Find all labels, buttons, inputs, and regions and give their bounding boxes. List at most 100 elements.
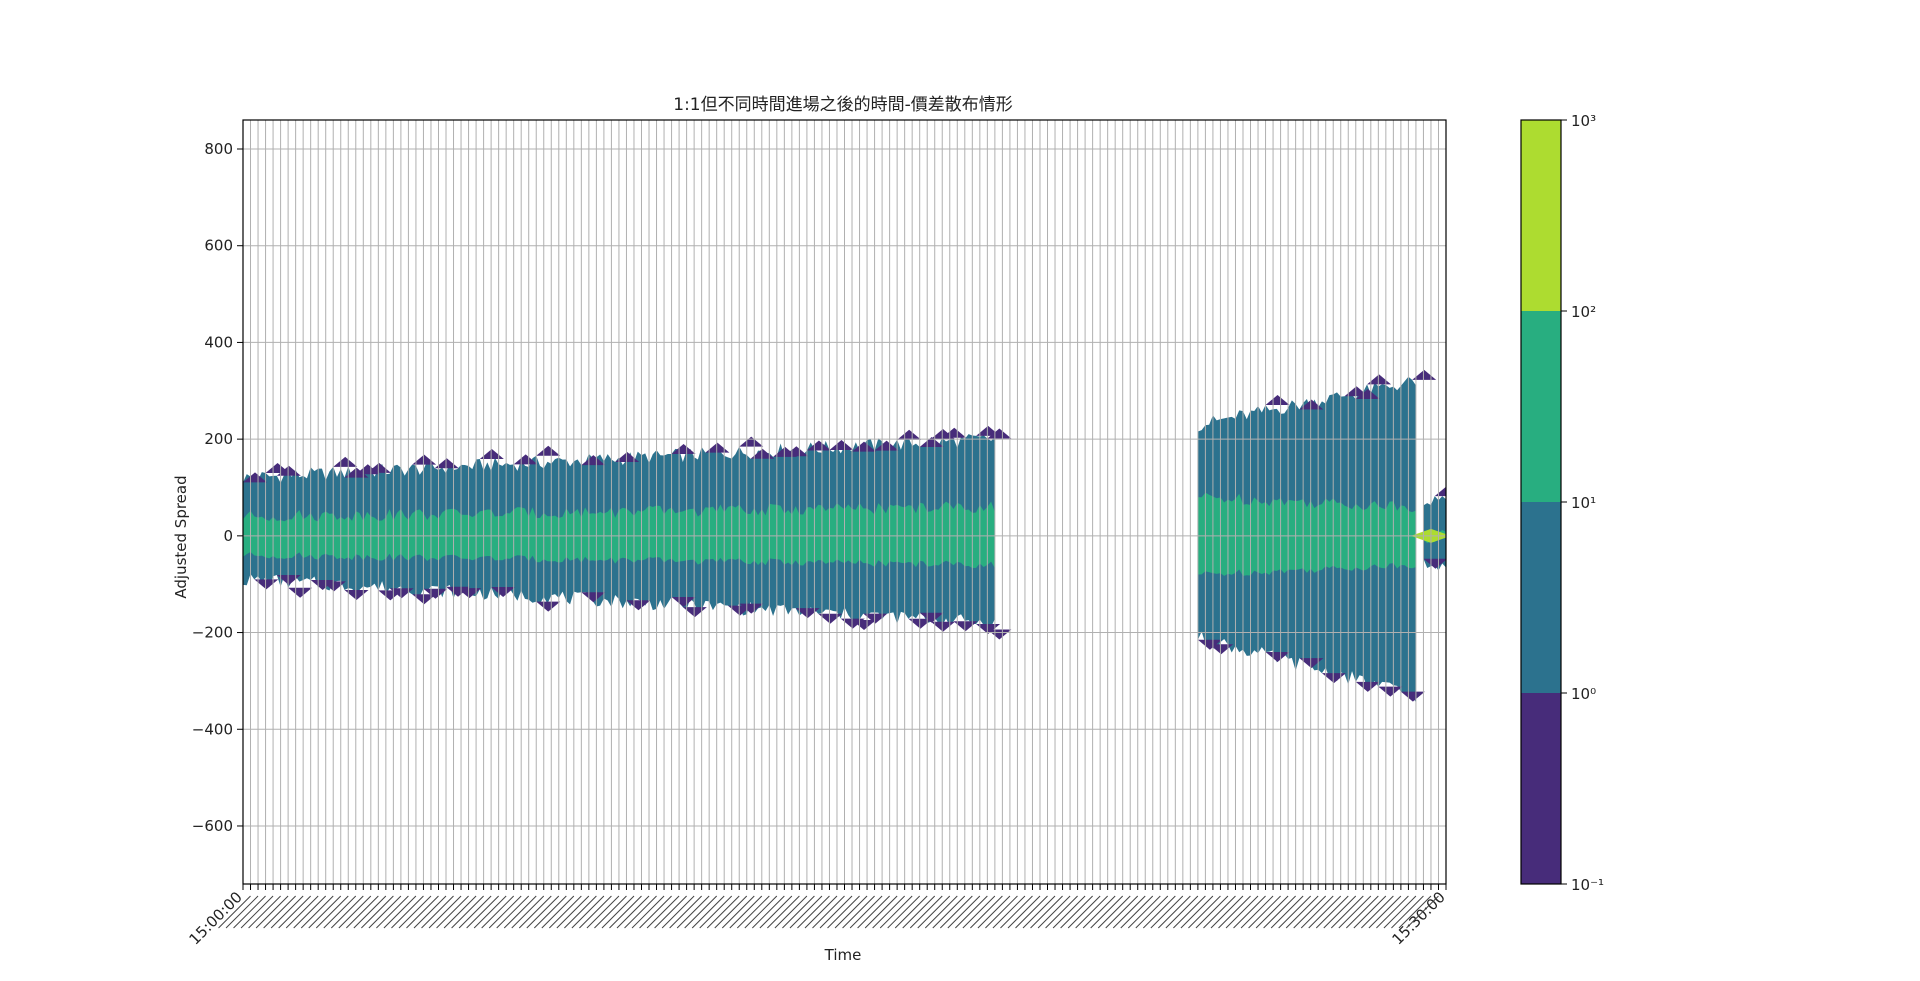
band-0-1-fringe: [897, 429, 922, 440]
band-0-1-fringe: [750, 448, 775, 459]
x-tick-label-glyph: [1406, 895, 1439, 929]
x-tick-label-glyph: [1142, 895, 1176, 929]
x-tick-label-glyph: [338, 895, 372, 929]
x-tick-label-glyph: [609, 895, 642, 929]
x-tick-label-glyph: [458, 895, 492, 929]
y-tick-label: 800: [204, 140, 233, 158]
band-0-1-fringe: [806, 440, 831, 451]
chart-title: 1:1但不同時間進場之後的時間-價差散布情形: [673, 95, 1013, 115]
x-tick-label-glyph: [488, 895, 522, 929]
x-tick-label-glyph: [315, 895, 349, 929]
y-tick-label: −600: [192, 817, 233, 835]
y-tick-label: −200: [192, 624, 233, 642]
x-tick-label-glyph: [1082, 895, 1116, 929]
x-tick-label-glyph: [1345, 895, 1379, 929]
band-0-1-fringe: [682, 607, 707, 618]
x-tick-label-glyph: [646, 895, 680, 929]
band-0-1-fringe: [919, 612, 944, 623]
band-0-1-fringe: [852, 441, 877, 452]
band-0-1-fringe: [671, 597, 696, 608]
x-tick-label-glyph: [1383, 895, 1417, 929]
x-tick-label-glyph: [669, 895, 702, 929]
x-tick-label-glyph: [466, 895, 499, 929]
x-tick-label-glyph: [1248, 895, 1281, 929]
x-tick-label-glyph: [1308, 895, 1342, 929]
band-0-1-fringe: [976, 624, 1001, 635]
band-0-1-fringe: [705, 442, 730, 453]
x-tick-label-glyph: [1000, 895, 1033, 929]
x-tick-label-glyph: [1060, 895, 1093, 929]
band-0-1-fringe: [615, 452, 640, 463]
colorbar-tick-label: 10³: [1571, 112, 1596, 130]
x-tick-label-glyph: [300, 895, 334, 929]
x-tick-label-glyph: [1368, 895, 1402, 929]
band-0-1-fringe: [739, 436, 764, 447]
x-tick-label-glyph: [511, 895, 545, 929]
colorbar-band: [1521, 311, 1561, 502]
x-tick-label-glyph: [391, 895, 424, 929]
x-tick-label-glyph: [443, 895, 477, 929]
band-0-1-fringe: [671, 444, 696, 455]
x-tick-label-glyph: [939, 895, 973, 929]
colorbar-tick-label: 10⁰: [1571, 685, 1596, 703]
x-tick-label-glyph: [240, 895, 274, 929]
band-0-1-fringe: [513, 454, 538, 465]
x-tick-label-glyph: [361, 895, 394, 929]
x-tick-label-glyph: [323, 895, 357, 929]
x-tick-label-glyph: [767, 895, 800, 929]
colorbar-tick-label: 10⁻¹: [1571, 876, 1604, 894]
x-tick-label-glyph: [1022, 895, 1056, 929]
band-0-1-fringe: [412, 454, 437, 465]
x-tick-label-glyph: [1353, 895, 1387, 929]
x-tick-label-glyph: [1293, 895, 1327, 929]
x-tick-label-glyph: [1075, 895, 1109, 929]
band-0-1-fringe: [739, 603, 764, 614]
x-tick-label-glyph: [601, 895, 635, 929]
x-tick-label-glyph: [624, 895, 657, 929]
band-0-1-fringe: [1265, 651, 1290, 662]
band-0-1-fringe: [581, 592, 606, 603]
band-0-1-fringe: [479, 449, 504, 460]
band-0-1-fringe: [1355, 681, 1380, 692]
band-0-1-fringe: [1400, 691, 1425, 702]
x-tick-label-glyph: [421, 895, 454, 929]
x-tick-label-glyph: [1120, 895, 1154, 929]
x-tick-label-glyph: [406, 895, 439, 929]
x-tick-label-glyph: [736, 895, 770, 929]
x-tick-label-glyph: [849, 895, 883, 929]
x-tick-label-glyph: [879, 895, 913, 929]
band-0-1-fringe: [953, 621, 978, 632]
x-tick-label-glyph: [293, 895, 327, 929]
x-tick-label-glyph: [1135, 895, 1169, 929]
x-tick-label-glyph: [579, 895, 612, 929]
x-tick-label-glyph: [1090, 895, 1124, 929]
x-tick-label-glyph: [1037, 895, 1071, 929]
band-0-1-fringe: [536, 601, 561, 612]
x-tick-label-glyph: [1015, 895, 1048, 929]
x-tick-label-glyph: [894, 895, 928, 929]
x-tick-label-glyph: [1210, 895, 1244, 929]
x-tick-label-glyph: [654, 895, 687, 929]
x-tick-label-glyph: [1173, 895, 1206, 929]
band-0-1-fringe: [1434, 486, 1446, 497]
x-tick-label-glyph: [255, 895, 289, 929]
x-tick-label-glyph: [1398, 895, 1432, 929]
band-0-1-fringe: [344, 589, 369, 600]
x-tick-label-glyph: [985, 895, 1018, 929]
y-axis-label: Adjusted Spread: [172, 475, 190, 598]
x-tick-label-glyph: [594, 895, 627, 929]
x-tick-label-glyph: [1045, 895, 1078, 929]
x-tick-label-glyph: [729, 895, 763, 929]
x-tick-label-glyph: [1361, 895, 1394, 929]
x-tick-label-glyph: [932, 895, 966, 929]
x-tick-label-glyph: [924, 895, 958, 929]
x-tick-label-glyph: [1285, 895, 1319, 929]
band-0-1-fringe: [254, 579, 279, 590]
y-tick-label: 0: [223, 527, 233, 545]
x-tick-label-glyph: [233, 895, 266, 929]
x-tick-label-glyph: [864, 895, 898, 929]
x-tick-label-glyph: [1007, 895, 1041, 929]
x-tick-label-glyph: [639, 895, 672, 929]
x-tick-label-glyph: [947, 895, 981, 929]
x-tick-label-glyph: [872, 895, 906, 929]
